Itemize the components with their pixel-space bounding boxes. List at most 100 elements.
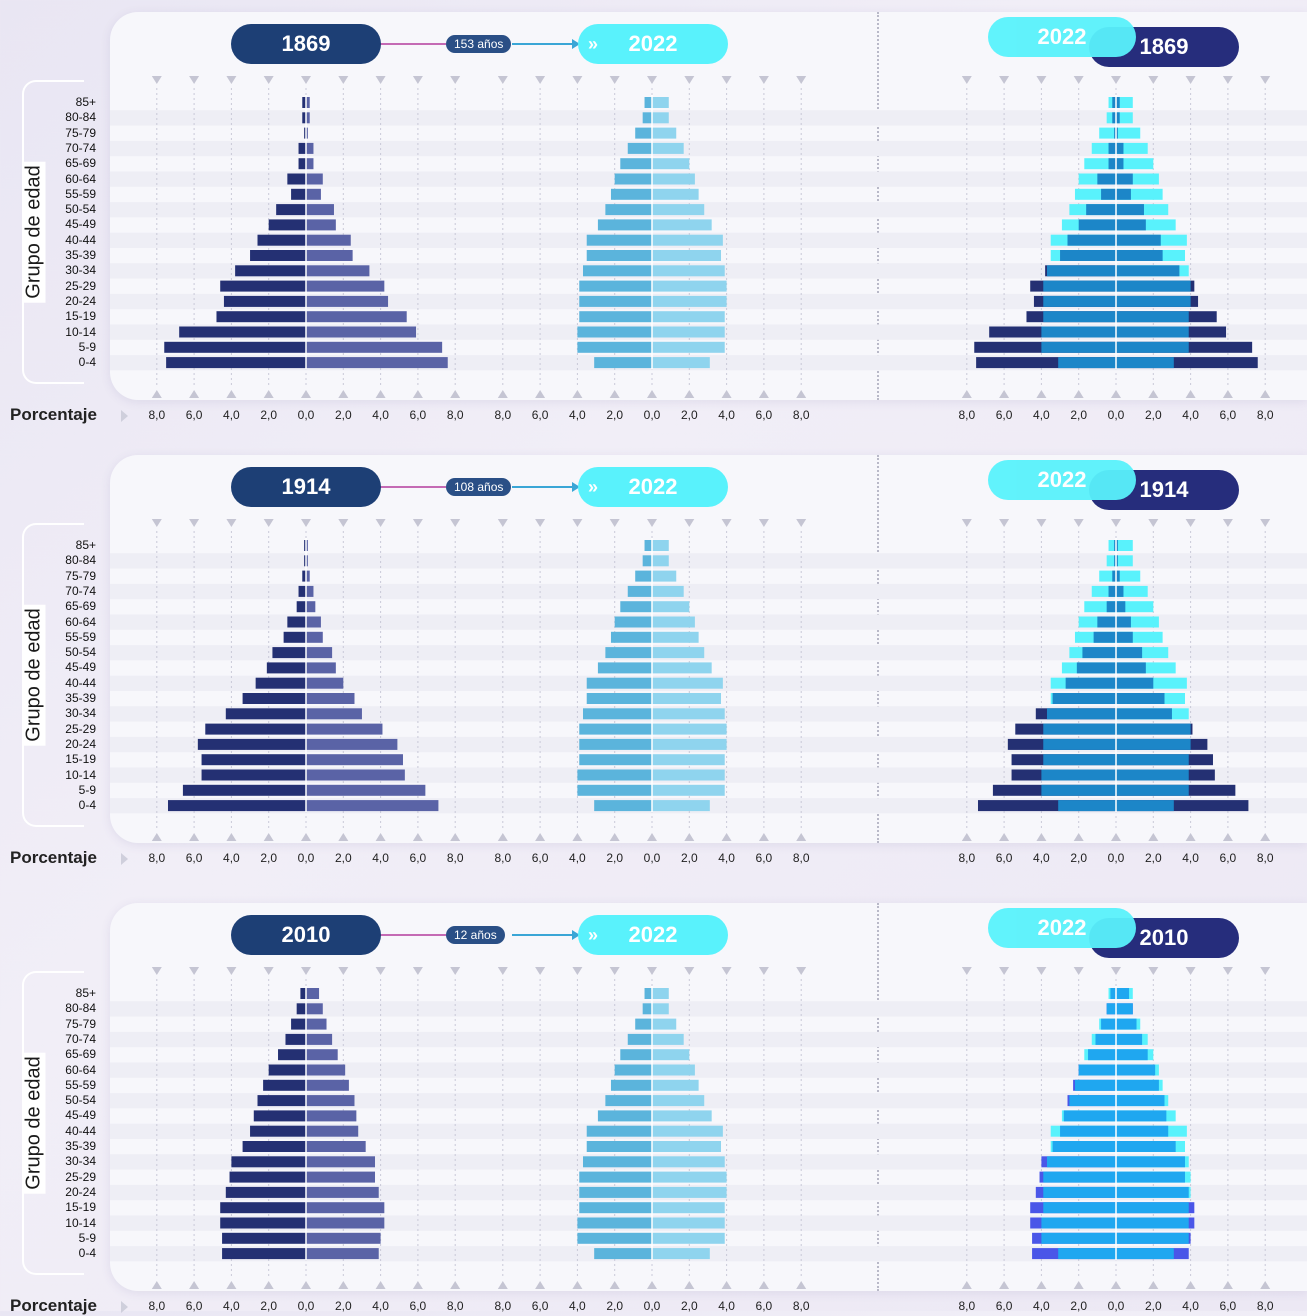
bar-2022-male: [605, 1095, 652, 1107]
bar-2022-female: [652, 769, 725, 781]
grid-marker-bottom: [535, 390, 546, 398]
bar-overlay-past-shared: [1116, 1186, 1189, 1198]
row-stripe: [110, 202, 1307, 218]
x-tick-label: 8,0: [958, 1299, 976, 1313]
bar-2022-female: [652, 677, 723, 689]
bar-2022-male: [642, 1003, 652, 1015]
row-stripe: [110, 553, 1307, 569]
bar-2022-male: [642, 555, 652, 567]
grid-marker-top: [684, 76, 695, 84]
grid-marker-top: [1073, 76, 1084, 84]
bar-past-female: [306, 784, 426, 796]
bar-2022-male: [577, 326, 652, 338]
bar-past-female: [306, 1232, 381, 1244]
bar-2022-female: [652, 280, 727, 292]
bar-overlay-past-shared: [1116, 1018, 1137, 1030]
grid-marker-bottom: [1111, 1281, 1121, 1289]
bar-2022-female: [652, 234, 723, 246]
pyramid-chart-svg: [110, 39, 1307, 398]
bar-overlay-2022: [1116, 341, 1189, 353]
grid-marker-bottom: [497, 1281, 508, 1289]
bar-2022-female: [652, 219, 712, 231]
bar-overlay-2022-excess: [1116, 570, 1141, 582]
grid-marker-top: [758, 76, 769, 84]
grid-marker-bottom: [721, 833, 732, 841]
bar-2022-female: [652, 265, 725, 277]
grid-marker-bottom: [151, 833, 162, 841]
x-tick-label: 8,0: [792, 1299, 810, 1313]
x-tick-label: 6,0: [531, 851, 549, 865]
x-tick-label: 8,0: [494, 408, 512, 422]
x-tick-label: 4,0: [718, 851, 735, 865]
age-group-label: 85+: [75, 538, 96, 552]
bar-2022-female: [652, 540, 669, 551]
bar-2022-male: [579, 1202, 652, 1214]
bar-past-female: [306, 158, 314, 170]
grid-marker-top: [338, 76, 349, 84]
bar-past-female: [306, 540, 308, 551]
grid-marker-top: [375, 519, 386, 527]
grid-marker-top: [647, 967, 657, 975]
bar-past-female: [306, 800, 439, 812]
bar-overlay-past-shared: [1116, 265, 1180, 277]
bar-overlay-past-shared: [1095, 1033, 1116, 1045]
years-gap-badge: 108 años: [446, 478, 512, 496]
bar-overlay-2022: [1043, 295, 1116, 307]
bar-past-male: [296, 1003, 306, 1015]
bar-2022-male: [579, 311, 652, 323]
bar-2022-female: [652, 295, 727, 307]
bar-overlay-2022: [1116, 1248, 1174, 1260]
years-gap-badge: 153 años: [446, 35, 512, 53]
grid-marker-top: [1111, 967, 1121, 975]
bar-2022-male: [586, 250, 652, 261]
bar-2022-male: [620, 1049, 652, 1061]
grid-marker-top: [189, 519, 200, 527]
double-chevron-icon: »: [588, 476, 599, 497]
bar-past-male: [291, 188, 306, 200]
bar-2022-male: [597, 662, 652, 674]
bar-past-female: [306, 250, 353, 261]
grid-marker-top: [1111, 76, 1121, 84]
grid-marker-bottom: [796, 833, 807, 841]
bar-overlay-2022: [1041, 326, 1116, 338]
x-tick-label: 2,0: [680, 1299, 698, 1313]
bar-past-male: [300, 988, 306, 999]
bar-past-male: [182, 784, 306, 796]
bar-past-female: [306, 601, 316, 613]
compare-year-label: 2022: [628, 31, 678, 56]
bar-past-female: [306, 1079, 349, 1091]
bar-2022-male: [579, 295, 652, 307]
age-group-label: 20-24: [65, 736, 96, 751]
bar-overlay-2022: [1116, 1217, 1189, 1229]
grid-marker-top: [338, 967, 349, 975]
grid-marker-bottom: [647, 1281, 657, 1289]
bar-past-male: [276, 204, 306, 216]
bar-past-male: [197, 738, 306, 750]
bar-overlay-2022: [1046, 708, 1116, 720]
x-tick-label: 2,0: [1070, 1299, 1088, 1313]
x-tick-label: 4,0: [223, 408, 240, 422]
grid-marker-bottom: [1185, 390, 1196, 398]
bar-overlay-2022: [1116, 800, 1174, 812]
bar-2022-male: [642, 112, 652, 124]
grid-marker-bottom: [1036, 1281, 1047, 1289]
grid-marker-bottom: [684, 390, 695, 398]
grid-marker-top: [1260, 519, 1271, 527]
bar-overlay-2022: [1116, 357, 1174, 369]
grid-marker-top: [961, 76, 972, 84]
age-group-label: 75-79: [65, 1016, 96, 1031]
overlay-front-pill: 2022: [988, 460, 1136, 500]
bar-2022-female: [652, 250, 722, 261]
grid-marker-bottom: [375, 390, 386, 398]
x-tick-label: 8,0: [792, 408, 810, 422]
bar-past-male: [167, 800, 306, 812]
grid-marker-bottom: [1222, 1281, 1233, 1289]
bar-overlay-2022: [1043, 754, 1116, 766]
grid-marker-top: [375, 76, 386, 84]
pill-overlap: [1089, 470, 1149, 510]
bar-2022-female: [652, 647, 705, 659]
bar-past-male: [231, 1156, 306, 1168]
bar-overlay-2022-excess: [1116, 662, 1176, 674]
row-stripe: [110, 171, 1307, 187]
x-tick-label: 0,0: [1107, 851, 1125, 865]
